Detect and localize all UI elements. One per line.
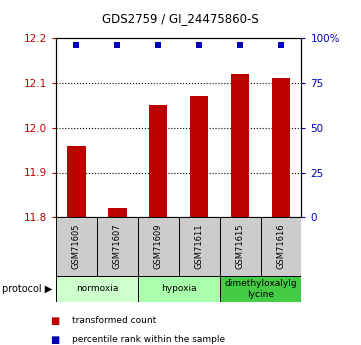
Text: GSM71605: GSM71605 (72, 224, 81, 269)
Point (196, 42, 202, 47)
Bar (138, 217, 179, 276)
Point (74, 42, 79, 47)
Bar (219, 217, 261, 276)
Text: percentile rank within the sample: percentile rank within the sample (72, 335, 225, 344)
Bar (97, 217, 138, 276)
Bar (56, 217, 97, 276)
Bar (261, 217, 301, 276)
Text: dimethyloxalylg
lycine: dimethyloxalylg lycine (224, 279, 297, 299)
Text: ■: ■ (51, 316, 60, 326)
Text: GSM71615: GSM71615 (236, 224, 244, 269)
Text: hypoxia: hypoxia (161, 284, 196, 294)
Bar (67, 146, 86, 217)
Bar (108, 208, 126, 217)
Point (278, 42, 284, 47)
Point (237, 42, 243, 47)
Bar (138, 276, 219, 302)
Bar (190, 96, 208, 217)
Point (155, 42, 161, 47)
Bar (56, 276, 138, 302)
Text: GDS2759 / GI_24475860-S: GDS2759 / GI_24475860-S (102, 12, 259, 25)
Text: GSM71609: GSM71609 (154, 224, 163, 269)
Text: protocol ▶: protocol ▶ (2, 284, 52, 294)
Bar (149, 105, 168, 217)
Bar (231, 74, 249, 217)
Text: GSM71607: GSM71607 (113, 224, 122, 269)
Bar (219, 276, 301, 302)
Text: normoxia: normoxia (76, 284, 118, 294)
Text: ■: ■ (51, 335, 60, 345)
Point (114, 42, 120, 47)
Text: transformed count: transformed count (72, 316, 156, 325)
Bar (179, 217, 219, 276)
Text: GSM71611: GSM71611 (195, 224, 204, 269)
Text: GSM71616: GSM71616 (277, 224, 286, 269)
Bar (272, 78, 290, 217)
